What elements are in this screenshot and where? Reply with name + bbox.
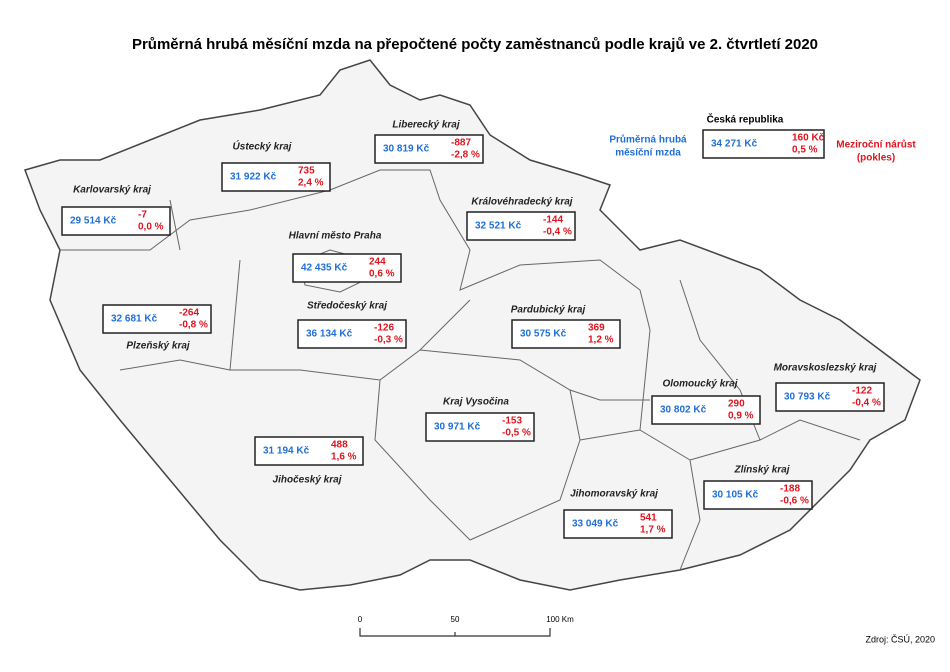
region-name: Jihomoravský kraj [570, 489, 658, 500]
change-pct: -0,5 % [502, 428, 531, 439]
change-pct: 0,9 % [728, 411, 754, 422]
region-name: Zlínský kraj [733, 465, 789, 476]
value-box [702, 129, 825, 159]
value-box [102, 304, 212, 334]
change-pct: -0,3 % [374, 335, 403, 346]
change-pct: -0,6 % [780, 496, 809, 507]
change: -122 [852, 386, 872, 397]
value-box [775, 382, 885, 412]
wage: 31 194 Kč [263, 446, 310, 457]
value-box [563, 509, 673, 539]
country-outline [24, 59, 921, 591]
wage: 31 922 Kč [230, 172, 277, 183]
wage: 30 105 Kč [712, 490, 759, 501]
value-box [466, 211, 576, 241]
change: -264 [179, 308, 199, 319]
wage: 36 134 Kč [306, 329, 353, 340]
wage: 33 049 Kč [572, 519, 619, 530]
change-pct: 1,6 % [331, 452, 357, 463]
change-pct: -0,4 % [543, 227, 572, 238]
change: 488 [331, 440, 348, 451]
value-box [651, 395, 761, 425]
scale-label: 50 [451, 615, 460, 624]
value-box [221, 162, 331, 192]
change: -153 [502, 416, 522, 427]
change-pct: 2,4 % [298, 178, 324, 189]
value-box [374, 134, 484, 164]
change: -144 [543, 215, 563, 226]
value-box [297, 319, 407, 349]
region-name: Plzeňský kraj [126, 341, 190, 352]
change: 735 [298, 166, 315, 177]
wage-legend: měsíční mzda [615, 148, 681, 159]
change-pct: 0,6 % [369, 269, 395, 280]
change: 160 Kč [792, 133, 825, 144]
wage-legend: Průměrná hrubá [609, 134, 687, 146]
region-name: Kraj Vysočina [443, 397, 509, 408]
scale-label: 0 [358, 615, 363, 624]
change: -188 [780, 484, 800, 495]
change: 244 [369, 257, 386, 268]
value-box [254, 436, 364, 466]
region-name: Hlavní město Praha [289, 231, 382, 242]
region-name: Karlovarský kraj [73, 185, 151, 196]
region-name: Jihočeský kraj [273, 475, 342, 486]
change: -887 [451, 138, 471, 149]
wage: 32 681 Kč [111, 314, 158, 325]
change: 541 [640, 513, 657, 524]
wage: 30 793 Kč [784, 392, 831, 403]
change-pct: -2,8 % [451, 150, 480, 161]
scale-label: 100 Km [546, 615, 574, 624]
change-legend: Meziroční nárůst [836, 139, 916, 151]
value-box [511, 319, 621, 349]
wage: 29 514 Kč [70, 216, 117, 227]
change: -7 [138, 210, 147, 221]
wage: 30 971 Kč [434, 422, 481, 433]
region-name: Královéhradecký kraj [471, 197, 572, 208]
change-pct: 1,7 % [640, 525, 666, 536]
wage: 30 802 Kč [660, 405, 707, 416]
change-pct: 1,2 % [588, 335, 614, 346]
value-box [703, 480, 813, 510]
change: -126 [374, 323, 394, 334]
change: 369 [588, 323, 605, 334]
change: 290 [728, 399, 745, 410]
region-name: Pardubický kraj [511, 305, 586, 316]
wage: 32 521 Kč [475, 221, 522, 232]
region-name: Středočeský kraj [307, 301, 387, 312]
region-name: Ústecký kraj [233, 140, 292, 153]
region-name: Moravskoslezský kraj [774, 363, 877, 374]
value-box [425, 412, 535, 442]
scale-bar [359, 628, 551, 637]
wage: 30 575 Kč [520, 329, 567, 340]
wage: 34 271 Kč [711, 139, 758, 150]
value-box [61, 206, 171, 236]
value-box [292, 253, 402, 283]
national-name: Česká republika [707, 113, 784, 126]
change-legend: (pokles) [857, 153, 895, 164]
title: Průměrná hrubá měsíční mzda na přepočten… [132, 36, 818, 53]
change-pct: 0,0 % [138, 222, 164, 233]
change-pct: 0,5 % [792, 145, 818, 156]
region-name: Liberecký kraj [392, 120, 459, 131]
change-pct: -0,8 % [179, 320, 208, 331]
source: Zdroj: ČSÚ, 2020 [865, 634, 935, 644]
wage: 42 435 Kč [301, 263, 348, 274]
region-name: Olomoucký kraj [662, 379, 737, 390]
wage: 30 819 Kč [383, 144, 430, 155]
change-pct: -0,4 % [852, 398, 881, 409]
